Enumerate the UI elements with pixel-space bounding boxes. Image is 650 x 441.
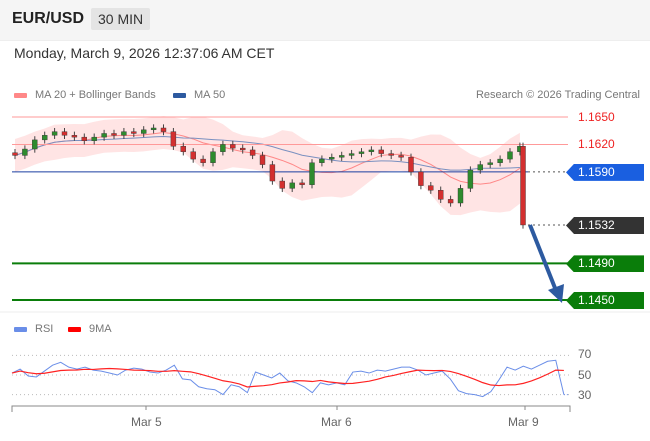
- candle: [180, 146, 187, 152]
- credit: Research © 2026 Trading Central: [475, 89, 640, 101]
- legend-ma20-label: MA 20 + Bollinger Bands: [35, 89, 156, 101]
- candle: [150, 127, 157, 131]
- candle: [339, 155, 345, 158]
- legend-rsi-label: RSI: [35, 323, 54, 335]
- candle: [121, 131, 127, 136]
- legend-9ma: 9MA: [68, 323, 112, 335]
- candle: [477, 164, 483, 171]
- candle: [61, 131, 68, 136]
- candle: [111, 133, 117, 136]
- symbol-title: EUR/USD: [12, 10, 85, 27]
- 9ma-swatch: [68, 326, 81, 332]
- candle: [131, 131, 137, 134]
- candle: [319, 158, 325, 163]
- candle: [368, 149, 375, 152]
- candle: [289, 182, 295, 189]
- rsi-tick-70: 70: [578, 347, 592, 361]
- rsi-tick-30: 30: [578, 388, 592, 402]
- candle: [230, 144, 236, 149]
- candle: [457, 188, 464, 204]
- x-axis: [11, 405, 571, 412]
- candle: [428, 185, 434, 191]
- candle: [388, 153, 394, 156]
- ma50-swatch: [173, 92, 186, 98]
- candle: [507, 151, 513, 160]
- candle: [418, 171, 424, 186]
- candle: [12, 152, 18, 156]
- ma50-line: [14, 136, 520, 171]
- forecast-arrowhead: [548, 284, 564, 303]
- candle: [299, 182, 305, 185]
- candle: [398, 155, 404, 158]
- candle: [259, 155, 266, 165]
- candle: [32, 139, 38, 150]
- ma20-swatch: [14, 92, 27, 98]
- x-tick-mar6: Mar 6: [321, 415, 352, 429]
- support-price-label: 1.1450: [566, 292, 644, 309]
- legend-rsi: RSI: [14, 323, 53, 335]
- candle: [378, 149, 384, 154]
- candle: [487, 162, 493, 165]
- candle: [497, 158, 503, 163]
- rsi-9ma-line: [11, 367, 564, 388]
- candle: [42, 135, 48, 141]
- candle: [140, 129, 147, 134]
- candle: [309, 162, 315, 185]
- candle: [71, 135, 78, 138]
- candle: [220, 144, 226, 152]
- candle: [520, 146, 526, 226]
- x-tick-mar9: Mar 9: [508, 415, 539, 429]
- last-price-label: 1.1532: [566, 216, 644, 234]
- candle: [200, 158, 206, 163]
- legend-ma20: MA 20 + Bollinger Bands: [14, 89, 156, 101]
- candle: [358, 151, 365, 154]
- candle: [348, 153, 355, 156]
- candle: [91, 136, 97, 141]
- candle: [249, 149, 256, 156]
- pivot-price-label: 1.1590: [566, 163, 644, 181]
- timeframe-button[interactable]: 30 MIN: [91, 8, 151, 30]
- rsi-line: [11, 359, 565, 398]
- candle: [467, 169, 474, 189]
- legend-9ma-label: 9MA: [89, 323, 112, 335]
- bollinger-band: [15, 116, 520, 216]
- candle: [190, 151, 196, 160]
- candle: [279, 180, 285, 189]
- candle: [447, 199, 454, 204]
- x-tick-mar5: Mar 5: [131, 415, 162, 429]
- candle: [210, 151, 216, 163]
- candle: [239, 147, 246, 151]
- resistance-label: 1.1650: [578, 110, 615, 124]
- candle: [160, 127, 167, 132]
- candle: [408, 157, 414, 173]
- legend-ma50-label: MA 50: [194, 89, 226, 101]
- candle: [81, 136, 88, 141]
- candle: [101, 133, 107, 138]
- legend-ma50: MA 50: [173, 89, 225, 101]
- candle: [51, 131, 58, 136]
- support-price-label: 1.1490: [566, 255, 644, 273]
- rsi-swatch: [14, 326, 27, 332]
- forecast-arrow: [528, 224, 557, 289]
- header-bar: EUR/USD 30 MIN: [0, 0, 650, 41]
- candle: [22, 148, 28, 156]
- timestamp: Monday, March 9, 2026 12:37:06 AM CET: [14, 45, 275, 61]
- rsi-tick-50: 50: [578, 368, 592, 382]
- candle: [329, 157, 335, 160]
- candle: [269, 164, 276, 182]
- candle: [438, 189, 444, 200]
- resistance-label: 1.1620: [578, 137, 615, 152]
- candle: [170, 131, 177, 147]
